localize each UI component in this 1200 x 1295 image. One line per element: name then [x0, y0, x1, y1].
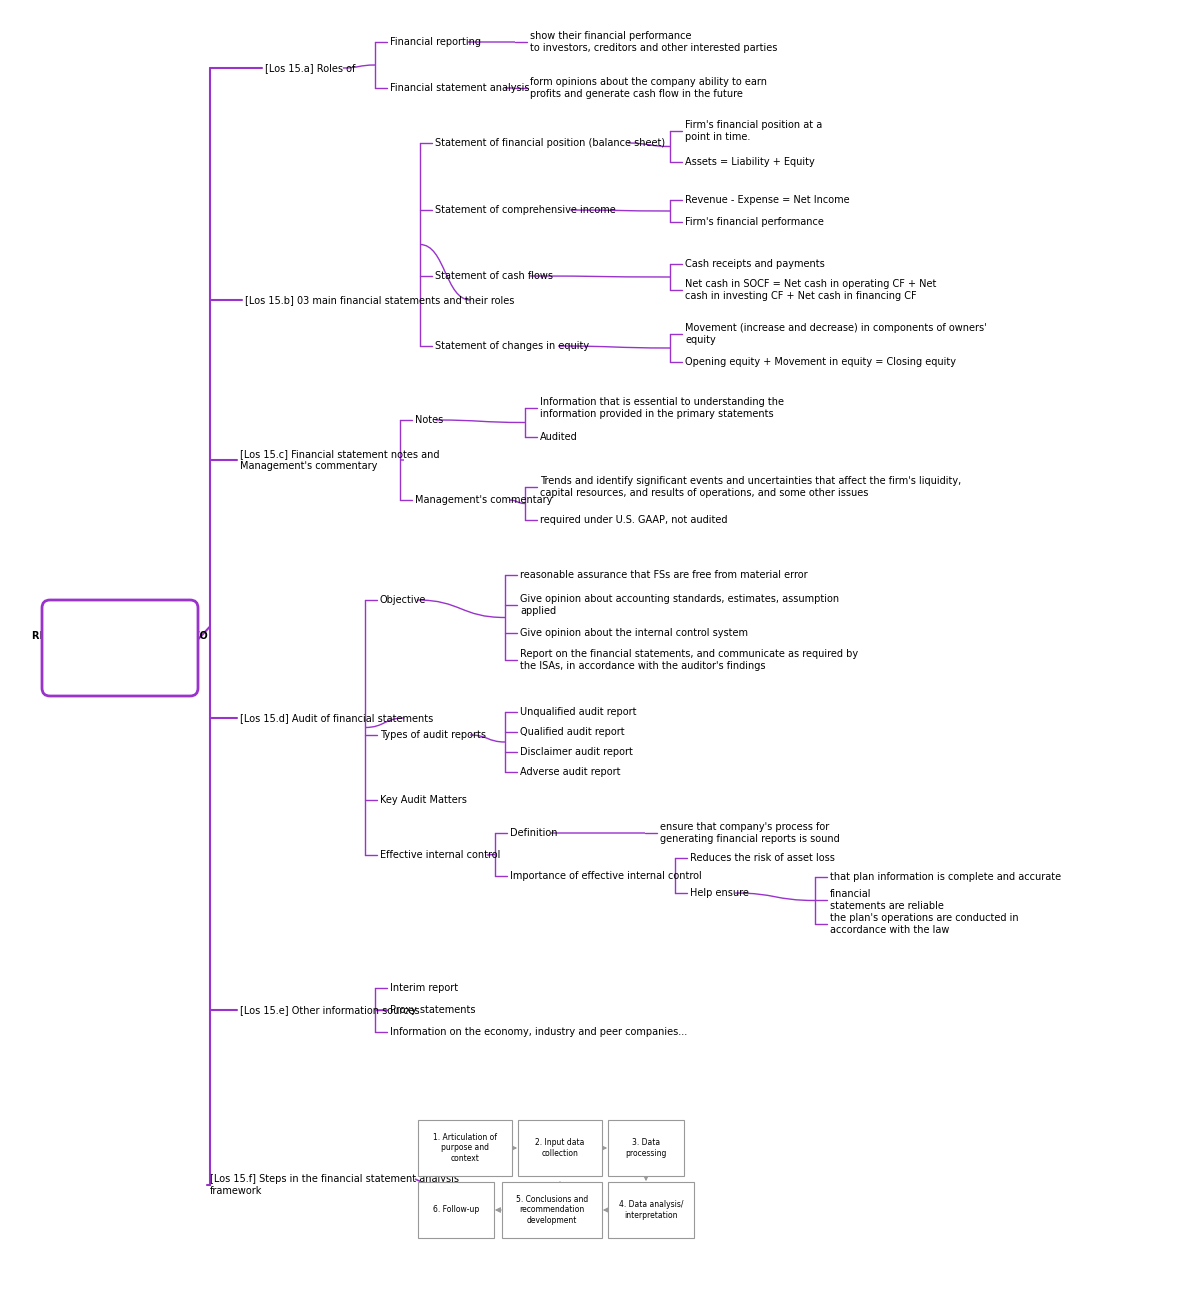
- Text: 1. Articulation of
purpose and
context: 1. Articulation of purpose and context: [433, 1133, 497, 1163]
- Text: Types of audit reports: Types of audit reports: [380, 730, 486, 739]
- FancyBboxPatch shape: [608, 1182, 694, 1238]
- Text: Firm's financial position at a
point in time.: Firm's financial position at a point in …: [685, 120, 822, 141]
- Text: [Los 15.f] Steps in the financial statement analysis
framework: [Los 15.f] Steps in the financial statem…: [210, 1175, 458, 1195]
- Text: [Los 15.e] Other information sources: [Los 15.e] Other information sources: [240, 1005, 420, 1015]
- Text: 3. Data
processing: 3. Data processing: [625, 1138, 667, 1158]
- Text: Firm's financial performance: Firm's financial performance: [685, 218, 824, 227]
- Text: READING 15: INTRODUCTION TO
FINANCIAL STATEMENT
ANALYSIS: READING 15: INTRODUCTION TO FINANCIAL ST…: [32, 632, 208, 664]
- Text: Qualified audit report: Qualified audit report: [520, 726, 625, 737]
- Text: ensure that company's process for
generating financial reports is sound: ensure that company's process for genera…: [660, 822, 840, 844]
- Text: Statement of cash flows: Statement of cash flows: [436, 271, 553, 281]
- Text: Statement of comprehensive income: Statement of comprehensive income: [436, 205, 616, 215]
- Text: Management's commentary: Management's commentary: [415, 495, 552, 505]
- Text: 6. Follow-up: 6. Follow-up: [433, 1206, 479, 1215]
- Text: Unqualified audit report: Unqualified audit report: [520, 707, 636, 717]
- Text: Definition: Definition: [510, 828, 558, 838]
- Text: Net cash in SOCF = Net cash in operating CF + Net
cash in investing CF + Net cas: Net cash in SOCF = Net cash in operating…: [685, 280, 936, 300]
- FancyBboxPatch shape: [502, 1182, 602, 1238]
- Text: Reduces the risk of asset loss: Reduces the risk of asset loss: [690, 853, 835, 862]
- Text: [Los 15.c] Financial statement notes and
Management's commentary: [Los 15.c] Financial statement notes and…: [240, 449, 439, 471]
- Text: Statement of financial position (balance sheet): Statement of financial position (balance…: [436, 139, 665, 148]
- Text: Financial statement analysis: Financial statement analysis: [390, 83, 529, 93]
- Text: Opening equity + Movement in equity = Closing equity: Opening equity + Movement in equity = Cl…: [685, 357, 956, 366]
- FancyBboxPatch shape: [42, 600, 198, 695]
- Text: Audited: Audited: [540, 433, 577, 442]
- Text: Importance of effective internal control: Importance of effective internal control: [510, 872, 702, 881]
- Text: 4. Data analysis/
interpretation: 4. Data analysis/ interpretation: [619, 1200, 683, 1220]
- Text: Cash receipts and payments: Cash receipts and payments: [685, 259, 824, 269]
- Text: Assets = Liability + Equity: Assets = Liability + Equity: [685, 157, 815, 167]
- Text: form opinions about the company ability to earn
profits and generate cash flow i: form opinions about the company ability …: [530, 78, 767, 98]
- Text: Report on the financial statements, and communicate as required by
the ISAs, in : Report on the financial statements, and …: [520, 649, 858, 671]
- Text: Give opinion about accounting standards, estimates, assumption
applied: Give opinion about accounting standards,…: [520, 594, 839, 616]
- Text: [Los 15.a] Roles of: [Los 15.a] Roles of: [265, 63, 355, 73]
- Text: Proxy statements: Proxy statements: [390, 1005, 475, 1015]
- Text: Notes: Notes: [415, 414, 443, 425]
- Text: [Los 15.b] 03 main financial statements and their roles: [Los 15.b] 03 main financial statements …: [245, 295, 515, 306]
- Text: Key Audit Matters: Key Audit Matters: [380, 795, 467, 805]
- Text: 5. Conclusions and
recommendation
development: 5. Conclusions and recommendation develo…: [516, 1195, 588, 1225]
- Text: the plan's operations are conducted in
accordance with the law: the plan's operations are conducted in a…: [830, 913, 1019, 935]
- Text: Information on the economy, industry and peer companies...: Information on the economy, industry and…: [390, 1027, 688, 1037]
- FancyBboxPatch shape: [418, 1120, 512, 1176]
- Text: Disclaimer audit report: Disclaimer audit report: [520, 747, 632, 758]
- Text: required under U.S. GAAP, not audited: required under U.S. GAAP, not audited: [540, 515, 727, 524]
- Text: Interim report: Interim report: [390, 983, 458, 993]
- Text: that plan information is complete and accurate: that plan information is complete and ac…: [830, 872, 1061, 882]
- Text: Objective: Objective: [380, 594, 426, 605]
- FancyBboxPatch shape: [518, 1120, 602, 1176]
- Text: Revenue - Expense = Net Income: Revenue - Expense = Net Income: [685, 196, 850, 205]
- Text: Effective internal control: Effective internal control: [380, 850, 500, 860]
- Text: 2. Input data
collection: 2. Input data collection: [535, 1138, 584, 1158]
- Text: show their financial performance
to investors, creditors and other interested pa: show their financial performance to inve…: [530, 31, 778, 53]
- Text: [Los 15.d] Audit of financial statements: [Los 15.d] Audit of financial statements: [240, 714, 433, 723]
- Text: Help ensure: Help ensure: [690, 888, 749, 897]
- Text: Financial reporting: Financial reporting: [390, 38, 481, 47]
- Text: Information that is essential to understanding the
information provided in the p: Information that is essential to underst…: [540, 398, 784, 418]
- Text: Give opinion about the internal control system: Give opinion about the internal control …: [520, 628, 748, 638]
- FancyBboxPatch shape: [418, 1182, 494, 1238]
- Text: financial
statements are reliable: financial statements are reliable: [830, 890, 944, 910]
- Text: Adverse audit report: Adverse audit report: [520, 767, 620, 777]
- Text: reasonable assurance that FSs are free from material error: reasonable assurance that FSs are free f…: [520, 570, 808, 580]
- Text: Statement of changes in equity: Statement of changes in equity: [436, 341, 589, 351]
- FancyBboxPatch shape: [608, 1120, 684, 1176]
- Text: Trends and identify significant events and uncertainties that affect the firm's : Trends and identify significant events a…: [540, 477, 961, 497]
- Text: Movement (increase and decrease) in components of owners'
equity: Movement (increase and decrease) in comp…: [685, 324, 986, 344]
